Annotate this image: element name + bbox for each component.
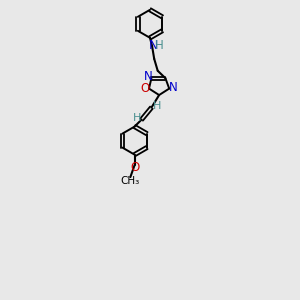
- Text: O: O: [130, 161, 139, 174]
- Text: H: H: [152, 101, 161, 111]
- Text: N: N: [148, 39, 158, 52]
- Text: O: O: [140, 82, 150, 95]
- Text: CH₃: CH₃: [120, 176, 139, 186]
- Text: H: H: [133, 113, 141, 123]
- Text: H: H: [155, 39, 164, 52]
- Text: N: N: [169, 81, 178, 94]
- Text: N: N: [143, 70, 152, 83]
